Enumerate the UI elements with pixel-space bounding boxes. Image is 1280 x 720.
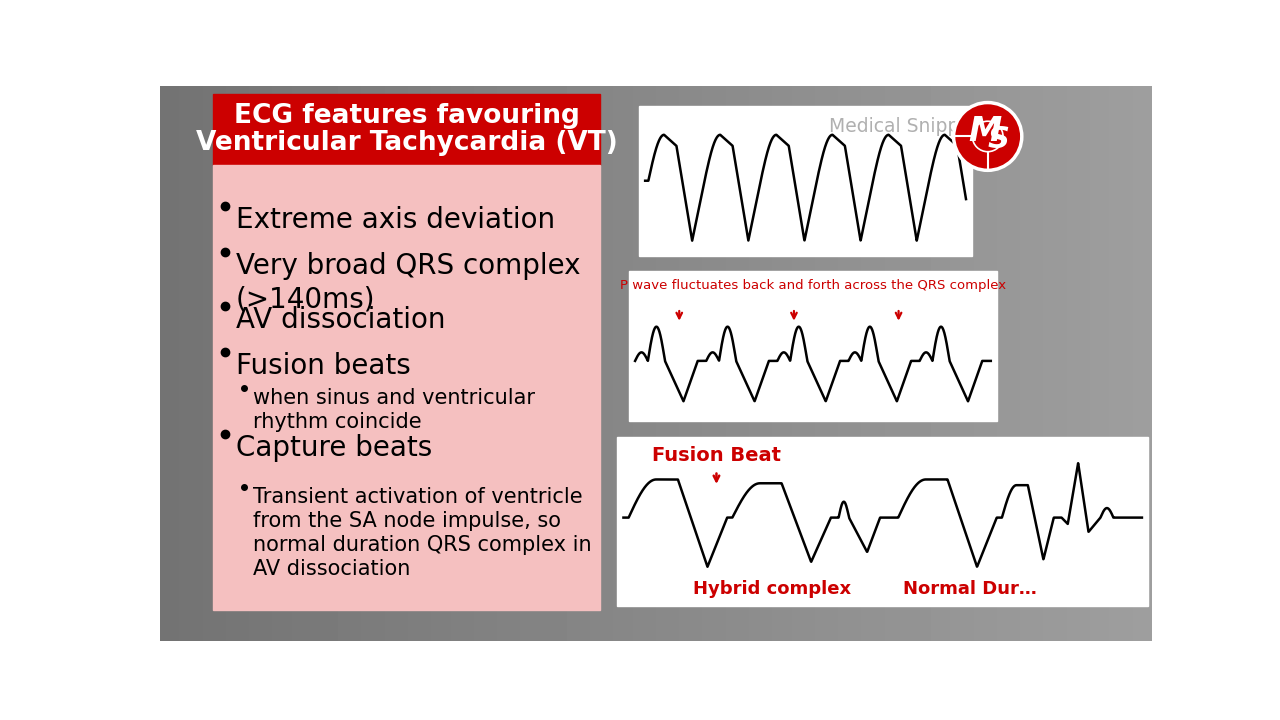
Bar — [212, 94, 600, 165]
Text: AV dissociation: AV dissociation — [236, 306, 445, 334]
Text: S: S — [988, 125, 1010, 154]
Text: M: M — [968, 114, 1001, 148]
Text: Transient activation of ventricle
from the SA node impulse, so
normal duration Q: Transient activation of ventricle from t… — [253, 487, 591, 579]
Text: when sinus and ventricular
rhythm coincide: when sinus and ventricular rhythm coinci… — [253, 388, 535, 432]
Text: Extreme axis deviation: Extreme axis deviation — [236, 206, 556, 234]
Bar — [212, 165, 600, 610]
Text: Normal Dur…: Normal Dur… — [902, 580, 1037, 598]
Text: Hybrid complex: Hybrid complex — [694, 580, 851, 598]
Bar — [617, 437, 1148, 606]
Circle shape — [954, 102, 1021, 171]
Text: Capture beats: Capture beats — [236, 434, 433, 462]
Text: Medical Snippet: Medical Snippet — [829, 117, 979, 136]
Text: Fusion beats: Fusion beats — [236, 352, 411, 380]
Text: Fusion Beat: Fusion Beat — [652, 446, 781, 465]
Text: Ventricular Tachycardia (VT): Ventricular Tachycardia (VT) — [196, 130, 617, 156]
Text: P wave fluctuates back and forth across the QRS complex: P wave fluctuates back and forth across … — [620, 279, 1006, 292]
Text: Very broad QRS complex
(>140ms): Very broad QRS complex (>140ms) — [236, 252, 580, 313]
Text: ECG features favouring: ECG features favouring — [233, 103, 580, 129]
Bar — [639, 106, 973, 256]
Bar — [628, 271, 997, 421]
